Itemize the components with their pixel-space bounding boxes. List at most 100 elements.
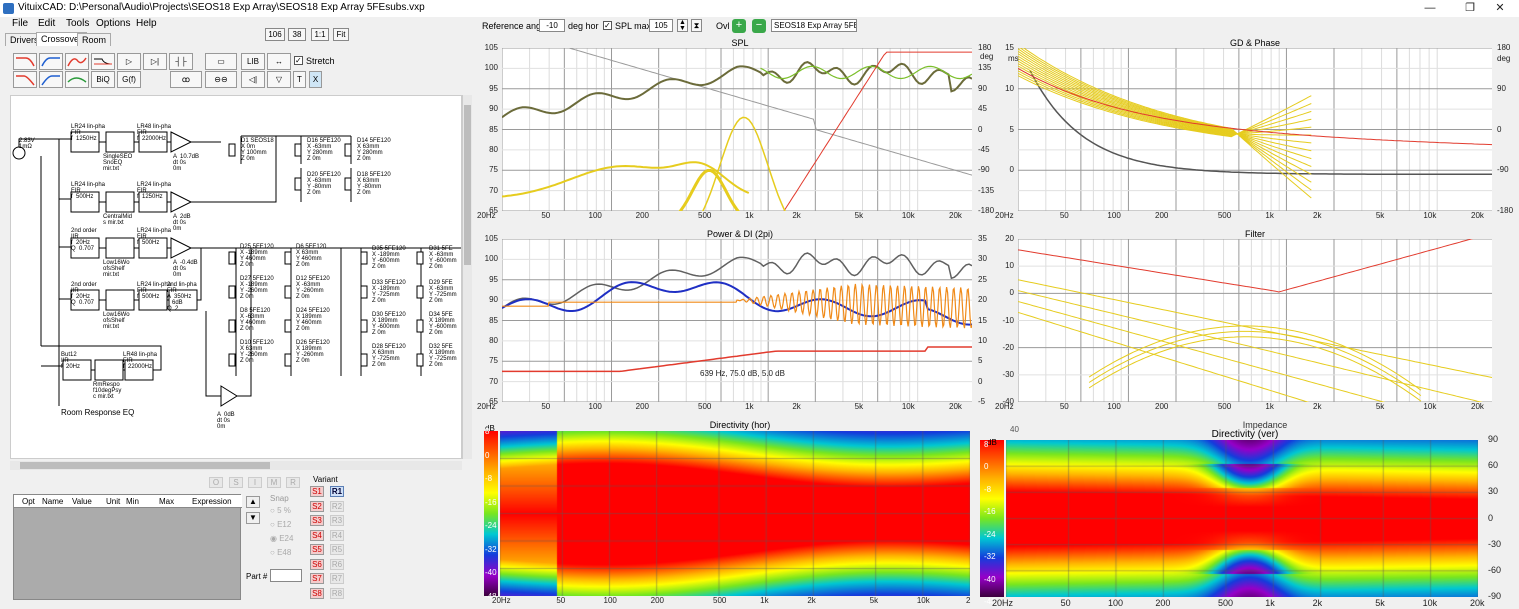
row3-gf[interactable]: Low16Wo ofsShelf mir.txt <box>103 260 130 278</box>
room-filter[interactable]: But12 IIR f 20Hz <box>61 352 81 370</box>
gf-button[interactable]: G(f) <box>117 71 141 88</box>
filter-graph[interactable] <box>1018 239 1492 402</box>
parameters-table[interactable]: Opt Name Value Unit Min Max Expression <box>13 494 242 600</box>
play-icon[interactable]: ▷ <box>117 53 141 70</box>
schematic-canvas[interactable]: 2.83V 1mΩ LR24 lin-pha FIR f 1250Hz Sing… <box>10 95 462 459</box>
variant-r8-button[interactable]: R8 <box>330 587 344 599</box>
spl-graph[interactable] <box>502 48 972 211</box>
ground-icon[interactable]: ▽ <box>267 71 291 88</box>
row4-filter3[interactable]: 2nd lin-pha FIR A 350Hz 6dB Q 2 <box>167 282 197 312</box>
variant-r3-button[interactable]: R3 <box>330 515 344 526</box>
driver-d25[interactable]: D25 5FE120 X -189mm Y 460mm Z 0m <box>240 244 274 268</box>
driver-d12[interactable]: D12 5FE120 X -63mm Y -260mm Z 0m <box>296 276 330 300</box>
menu-edit[interactable]: Edit <box>38 18 56 29</box>
variant-s5-button[interactable]: S5 <box>310 544 324 555</box>
driver-d10[interactable]: D10 5FE120 X 63mm Y -260mm Z 0m <box>240 340 274 364</box>
row4-filter[interactable]: 2nd order IIR f 20Hz Q 0.707 <box>71 282 97 306</box>
driver-d28[interactable]: D28 5FE120 X 63mm Y -725mm Z 0m <box>372 344 406 368</box>
highpass2-icon[interactable] <box>39 71 63 88</box>
variant-s7-button[interactable]: S7 <box>310 573 324 584</box>
node-r-button[interactable]: R <box>286 477 300 488</box>
lib-button[interactable]: LIB <box>241 53 265 70</box>
driver-d33[interactable]: D33 5FE120 X -189mm Y -725mm Z 0m <box>372 280 406 304</box>
power-di-graph[interactable] <box>502 239 972 402</box>
driver-d30[interactable]: D30 5FE120 X 189mm Y -600mm Z 0m <box>372 312 406 336</box>
room-amp[interactable]: A 0dB dt 0s 0m <box>217 412 235 430</box>
maximize-button[interactable]: ❐ <box>1465 2 1475 14</box>
lowpass-icon[interactable] <box>13 53 37 70</box>
ref-angle-input[interactable]: -10 <box>539 19 565 32</box>
driver-d16[interactable]: D16 5FE120 X -63mm Y 280mm Z 0m <box>307 138 341 162</box>
remove-overlay-button[interactable]: − <box>752 19 766 33</box>
amp-icon[interactable]: ▷| <box>143 53 167 70</box>
variant-s6-button[interactable]: S6 <box>310 558 324 570</box>
variant-r1-button[interactable]: R1 <box>330 486 344 497</box>
row3-filter[interactable]: 2nd order IIR f 20Hz Q 0.707 <box>71 228 97 252</box>
lowpass2-icon[interactable] <box>13 71 37 88</box>
node-s-button[interactable]: S <box>229 477 243 488</box>
node-m-button[interactable]: M <box>267 477 281 488</box>
variant-r2-button[interactable]: R2 <box>330 500 344 512</box>
impedance-tab-title[interactable]: Impedance <box>1242 420 1288 430</box>
transformer-icon[interactable]: ⊖⊖ <box>205 71 237 88</box>
minimize-button[interactable]: — <box>1424 2 1436 14</box>
variant-r5-button[interactable]: R5 <box>330 544 344 555</box>
driver-d8[interactable]: D8 5FE120 X -63mm Y 460mm Z 0m <box>240 308 271 332</box>
row3-amp[interactable]: A -0.4dB dt 0s 0m <box>173 260 198 278</box>
bandpass-icon[interactable] <box>65 53 89 70</box>
driver-d35[interactable]: D35 5FE120 X -189mm Y -600mm Z 0m <box>372 246 406 270</box>
zoom-fit-button[interactable]: Fit <box>333 28 349 41</box>
eq-icon[interactable] <box>65 71 89 88</box>
spl-max-spinner[interactable]: ▲ ▼ <box>677 19 688 32</box>
stretch-checkbox[interactable]: ✓ <box>294 56 303 65</box>
spl-max-input[interactable]: 105 <box>649 19 673 32</box>
tab-room[interactable]: Room <box>77 33 112 46</box>
zoom-38-button[interactable]: 38 <box>288 28 306 41</box>
variant-s2-button[interactable]: S2 <box>310 500 324 512</box>
snap-e12-radio[interactable]: ○ E12 <box>270 520 292 529</box>
add-overlay-button[interactable]: + <box>732 19 746 33</box>
snap-5pct-radio[interactable]: ○ 5 % <box>270 506 291 515</box>
variant-s4-button[interactable]: S4 <box>310 529 324 541</box>
driver-d1[interactable]: D1 SEOS18 X 0m Y 100mm Z 0m <box>241 138 274 162</box>
schematic-hscrollbar[interactable] <box>10 461 462 470</box>
row1-gf[interactable]: SingleSEO SnoEQ mir.txt <box>103 154 133 172</box>
driver-d26[interactable]: D26 5FE120 X 189mm Y -260mm Z 0m <box>296 340 330 364</box>
row1-filter[interactable]: LR24 lin-pha FIR f 1250Hz <box>71 124 106 142</box>
menu-tools[interactable]: Tools <box>66 18 90 29</box>
directivity-ver-map[interactable] <box>1006 440 1478 597</box>
snap-e48-radio[interactable]: ○ E48 <box>270 548 292 557</box>
close-button[interactable]: ✕ <box>1495 2 1505 14</box>
driver-d18[interactable]: D18 5FE120 X 63mm Y -80mm Z 0m <box>357 172 391 196</box>
spl-max-checkbox[interactable]: ✓ <box>603 21 612 30</box>
row4-gf[interactable]: Low16Wo ofsShelf mir.txt <box>103 312 130 330</box>
driver-d34[interactable]: D34 5FE X 189mm Y -600mm Z 0m <box>429 312 457 336</box>
snap-e24-radio[interactable]: ◉ E24 <box>270 534 294 543</box>
shelf-icon[interactable] <box>91 53 115 70</box>
driver-d24[interactable]: D24 5FE120 X 189mm Y 460mm Z 0m <box>296 308 330 332</box>
node-o-button[interactable]: O <box>209 477 223 488</box>
variant-r4-button[interactable]: R4 <box>330 529 344 541</box>
row1-filter2[interactable]: LR48 lin-pha FIR f 22000Hz <box>137 124 172 142</box>
driver-d14[interactable]: D14 5FE120 X 63mm Y 280mm Z 0m <box>357 138 391 162</box>
driver-d29[interactable]: D29 5FE X -63mm Y -725mm Z 0m <box>429 280 457 304</box>
row2-gf[interactable]: CentralMid s mir.txt <box>103 214 133 226</box>
menu-help[interactable]: Help <box>136 18 157 29</box>
driver-d27[interactable]: D27 5FE120 X -189mm Y -260mm Z 0m <box>240 276 274 300</box>
variant-s1-button[interactable]: S1 <box>310 486 324 497</box>
spl-auto-button[interactable]: ⧗ <box>691 19 702 32</box>
room-gf[interactable]: RmRespo f10degPsy c mir.txt <box>93 382 122 400</box>
variant-r6-button[interactable]: R6 <box>330 558 344 570</box>
capacitor-icon[interactable]: ┤├ <box>169 53 193 70</box>
driver-d31[interactable]: D31 5FE X -63mm Y -600mm Z 0m <box>429 246 457 270</box>
room-filter2[interactable]: LR48 lin-pha FIR f 22000Hz <box>123 352 158 370</box>
variant-r7-button[interactable]: R7 <box>330 573 344 584</box>
inductor-icon[interactable]: ꝏ <box>170 71 202 88</box>
x-button[interactable]: X <box>309 71 322 88</box>
menu-file[interactable]: File <box>12 18 29 29</box>
move-down-button[interactable]: ▼ <box>246 512 260 524</box>
driver-d6[interactable]: D6 5FE120 X 63mm Y 460mm Z 0m <box>296 244 327 268</box>
highpass-icon[interactable] <box>39 53 63 70</box>
menu-options[interactable]: Options <box>96 18 131 29</box>
row3-filter2[interactable]: LR24 lin-pha FIR f 500Hz <box>137 228 172 246</box>
